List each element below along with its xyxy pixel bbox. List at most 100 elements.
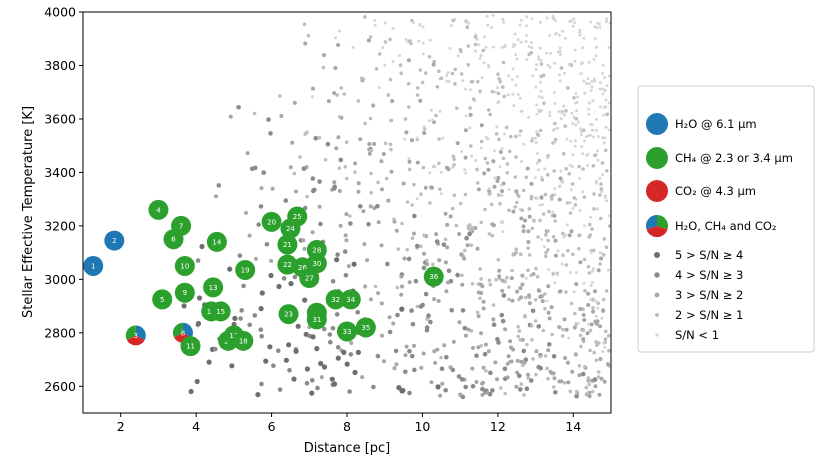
background-star-sn1 [542,245,546,249]
background-star-sn3 [537,288,542,293]
background-star-sn1 [578,209,582,213]
background-star-sn3 [336,43,341,47]
background-star-sn1 [573,48,577,52]
background-star-sn3 [553,238,558,243]
background-star-sn4 [456,374,462,379]
background-star-sn1 [463,168,467,172]
background-star-sn2 [388,77,393,82]
background-star-sn3 [553,253,558,258]
background-star-sn2 [478,267,482,271]
background-star-sn2 [419,192,423,196]
background-star-sn3 [480,284,485,289]
target-label-15: 15 [216,308,225,316]
background-star-sn3 [470,366,475,371]
background-star-sn1 [482,61,486,65]
background-star-sn2 [475,167,479,172]
legend-co2-label: CO₂ @ 4.3 μm [675,184,756,198]
background-star-sn2 [530,226,535,231]
background-star-sn1 [535,112,539,116]
background-star-sn3 [356,181,361,186]
background-star-sn1 [560,262,564,266]
background-star-sn4 [264,242,270,247]
background-star-sn2 [521,188,526,193]
background-star-sn1 [468,126,472,130]
background-star-sn2 [606,334,611,338]
background-star-sn3 [346,264,351,269]
background-star-sn1 [558,46,562,50]
background-star-sn3 [391,321,396,326]
background-star-sn2 [505,171,510,175]
background-star-sn1 [514,53,518,57]
target-label-8: 8 [181,329,185,337]
background-star-sn5 [267,344,273,350]
background-star-sn3 [270,186,275,191]
background-star-sn1 [441,136,445,140]
background-star-sn2 [466,63,471,67]
background-star-sn4 [500,318,506,324]
background-star-sn1 [512,104,516,108]
background-star-sn1 [520,109,524,113]
background-star-sn3 [459,252,464,257]
background-star-sn1 [589,215,593,219]
background-star-sn2 [519,252,523,256]
background-star-sn2 [353,170,357,174]
background-star-sn1 [604,98,608,102]
background-star-sn2 [469,144,473,148]
background-star-sn2 [496,193,501,197]
background-star-sn1 [411,21,415,25]
background-star-sn4 [463,384,469,390]
background-star-sn2 [415,93,420,97]
y-tick-label: 4000 [44,5,76,20]
x-tick-label: 8 [343,419,351,434]
background-star-sn1 [483,35,486,39]
background-star-sn4 [328,339,333,345]
background-star-sn2 [566,248,570,253]
x-tick-label: 4 [192,419,200,434]
background-star-sn4 [482,351,488,357]
background-star-sn2 [588,222,592,227]
background-star-sn2 [478,296,482,301]
target-label-27: 27 [305,274,314,282]
background-star-sn2 [566,86,570,90]
background-star-sn3 [422,251,427,256]
background-star-sn5 [258,306,264,312]
background-star-sn3 [599,256,603,261]
background-star-sn1 [558,184,562,188]
background-star-sn3 [562,317,567,322]
background-star-sn3 [594,321,599,326]
background-star-sn2 [361,77,366,82]
background-star-sn1 [535,63,539,67]
background-star-sn4 [348,221,353,226]
background-star-sn3 [475,246,480,251]
background-star-sn2 [497,77,502,81]
background-star-sn2 [508,134,513,139]
background-star-sn1 [578,177,581,181]
background-star-sn2 [535,275,540,279]
background-star-sn3 [606,362,610,367]
background-star-sn3 [443,260,448,265]
background-star-sn1 [553,32,557,36]
target-marker-5 [152,289,173,310]
background-star-sn1 [573,59,577,63]
background-star-sn2 [386,93,391,97]
background-star-sn2 [590,389,595,394]
background-star-sn3 [379,243,384,248]
background-star-sn5 [199,243,205,250]
legend-sn1-marker [655,333,659,337]
background-star-sn4 [517,373,522,379]
background-star-sn4 [310,378,315,383]
background-star-sn1 [594,117,598,121]
background-star-sn3 [290,140,295,145]
background-star-sn1 [449,24,453,28]
background-star-sn5 [188,388,194,395]
background-star-sn3 [432,297,437,302]
background-star-sn1 [545,51,548,55]
background-star-sn4 [502,366,508,372]
background-star-sn1 [587,107,591,111]
background-star-sn3 [515,370,520,375]
target-label-30: 30 [312,260,321,268]
background-star-sn2 [499,386,503,390]
background-star-sn3 [244,210,248,215]
background-star-sn2 [498,79,503,84]
legend-sn4-marker [654,272,660,278]
